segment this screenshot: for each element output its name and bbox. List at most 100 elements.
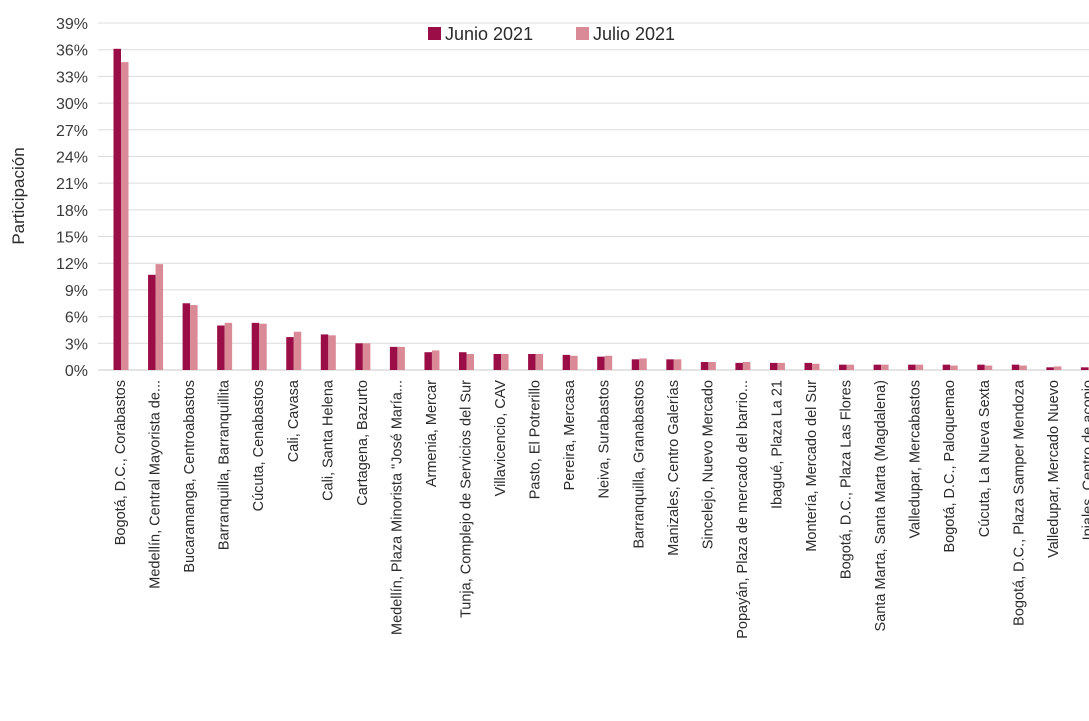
bar-julio — [328, 335, 336, 370]
y-tick-label: 30% — [56, 96, 88, 113]
bars — [113, 48, 1089, 371]
bar-julio — [293, 331, 302, 370]
bar-junio — [1046, 367, 1054, 370]
category-label: Sincelejo, Nuevo Mercado — [700, 380, 716, 549]
bar-junio — [286, 337, 294, 370]
y-tick-label: 18% — [56, 203, 88, 220]
bar-junio — [113, 48, 121, 371]
bar-julio — [777, 362, 785, 370]
y-tick-label: 3% — [65, 336, 88, 353]
bar-julio — [466, 353, 474, 370]
bar-julio — [121, 62, 129, 371]
bar-junio — [493, 353, 502, 370]
category-label: Ipiales, Centro de acopio — [1080, 380, 1089, 540]
category-label: Barranquilla, Granabastos — [631, 380, 647, 548]
y-tick-label: 21% — [56, 176, 88, 193]
category-label: Montería, Mercado del Sur — [804, 380, 820, 552]
bar-julio — [881, 364, 889, 370]
bar-junio — [597, 356, 605, 370]
category-label: Santa Marta, Santa Marta (Magdalena) — [873, 380, 889, 631]
category-label: Cali, Cavasa — [286, 379, 302, 462]
bar-julio — [639, 358, 647, 370]
y-axis-ticks: 0% 3% 6% 9% 12% 15% 18% 21% 24% 27% 30% 33% 36% 39% — [56, 16, 88, 380]
y-tick-label: 12% — [56, 256, 88, 273]
category-label: Popayán, Plaza de mercado del barrio... — [735, 380, 751, 639]
y-tick-label: 27% — [56, 123, 88, 140]
category-label: Bogotá, D.C., Plaza Las Flores — [839, 380, 855, 579]
bar-julio — [431, 350, 440, 370]
category-label: Barranquilla, Barranquillita — [217, 379, 233, 550]
y-tick-label: 15% — [56, 230, 88, 247]
bar-julio — [915, 364, 924, 370]
legend-label: Junio 2021 — [445, 24, 533, 44]
x-axis-categories: Bogotá, D.C., Corabastos Medellín, Centra… — [113, 379, 1089, 639]
bar-julio — [224, 322, 233, 370]
legend: Junio 2021 Julio 2021 — [428, 24, 675, 44]
category-label: Cartagena, Bazurto — [355, 380, 371, 506]
bar-julio — [846, 364, 855, 370]
y-tick-label: 36% — [56, 43, 88, 60]
bar-junio — [977, 364, 985, 370]
bar-junio — [528, 353, 536, 370]
category-label: Bucaramanga, Centroabastos — [182, 380, 198, 573]
category-label: Cúcuta, Cenabastos — [251, 380, 267, 511]
bar-junio — [839, 364, 847, 370]
category-label: Medellín, Central Mayorista de... — [148, 380, 164, 589]
bar-junio — [666, 359, 674, 370]
bar-junio — [804, 362, 812, 370]
category-label: Valledupar, Mercado Nuevo — [1046, 380, 1062, 558]
bar-junio — [1011, 364, 1020, 370]
bar-julio — [708, 361, 716, 370]
y-tick-label: 0% — [65, 363, 88, 380]
y-tick-label: 9% — [65, 283, 88, 300]
bar-junio — [942, 364, 951, 370]
bar-junio — [251, 322, 260, 370]
legend-swatch — [576, 27, 589, 40]
category-label: Neiva, Surabastos — [597, 380, 613, 498]
bar-junio — [459, 352, 467, 370]
category-label: Cúcuta, La Nueva Sexta — [977, 379, 993, 537]
bar-junio — [182, 303, 191, 370]
legend-swatch — [428, 27, 441, 40]
y-tick-label: 6% — [65, 310, 88, 327]
bar-junio — [320, 334, 329, 370]
category-label: Pereira, Mercasa — [562, 379, 578, 490]
bar-junio — [355, 343, 363, 370]
bar-julio — [570, 355, 578, 370]
category-label: Armenia, Mercar — [424, 380, 440, 487]
bar-julio — [190, 305, 198, 370]
bar-junio — [1080, 367, 1089, 370]
bar-julio — [812, 363, 820, 370]
category-label: Bogotá, D.C., Corabastos — [113, 380, 129, 545]
bar-julio — [362, 343, 371, 370]
bar-junio — [424, 352, 432, 370]
category-label: Medellín, Plaza Minorista "José María... — [389, 380, 405, 635]
bar-junio — [700, 361, 709, 370]
bar-junio — [148, 274, 156, 370]
bar-junio — [631, 359, 640, 370]
bar-julio — [259, 323, 267, 370]
bar-junio — [769, 362, 778, 370]
bar-julio — [742, 361, 751, 370]
category-label: Villavicencio, CAV — [493, 380, 509, 497]
bar-junio — [735, 362, 743, 370]
y-tick-label: 24% — [56, 149, 88, 166]
bar-julio — [604, 355, 613, 370]
bar-julio — [984, 365, 993, 370]
bar-junio — [873, 364, 882, 370]
bar-junio — [908, 364, 916, 370]
y-tick-label: 33% — [56, 69, 88, 86]
bar-junio — [217, 325, 225, 370]
category-label: Ibagué, Plaza La 21 — [769, 380, 785, 509]
bar-julio — [155, 264, 164, 370]
bar-julio — [673, 359, 682, 370]
category-label: Tunja, Complejo de Servicios del Sur — [459, 380, 475, 618]
gridlines — [98, 22, 1089, 344]
category-label: Bogotá, D.C., Plaza Samper Mendoza — [1011, 379, 1027, 626]
bar-julio — [397, 346, 405, 370]
category-label: Pasto, El Potrerillo — [528, 380, 544, 499]
category-label: Manizales, Centro Galerías — [666, 380, 682, 556]
category-label: Bogotá, D.C., Paloquemao — [942, 380, 958, 553]
